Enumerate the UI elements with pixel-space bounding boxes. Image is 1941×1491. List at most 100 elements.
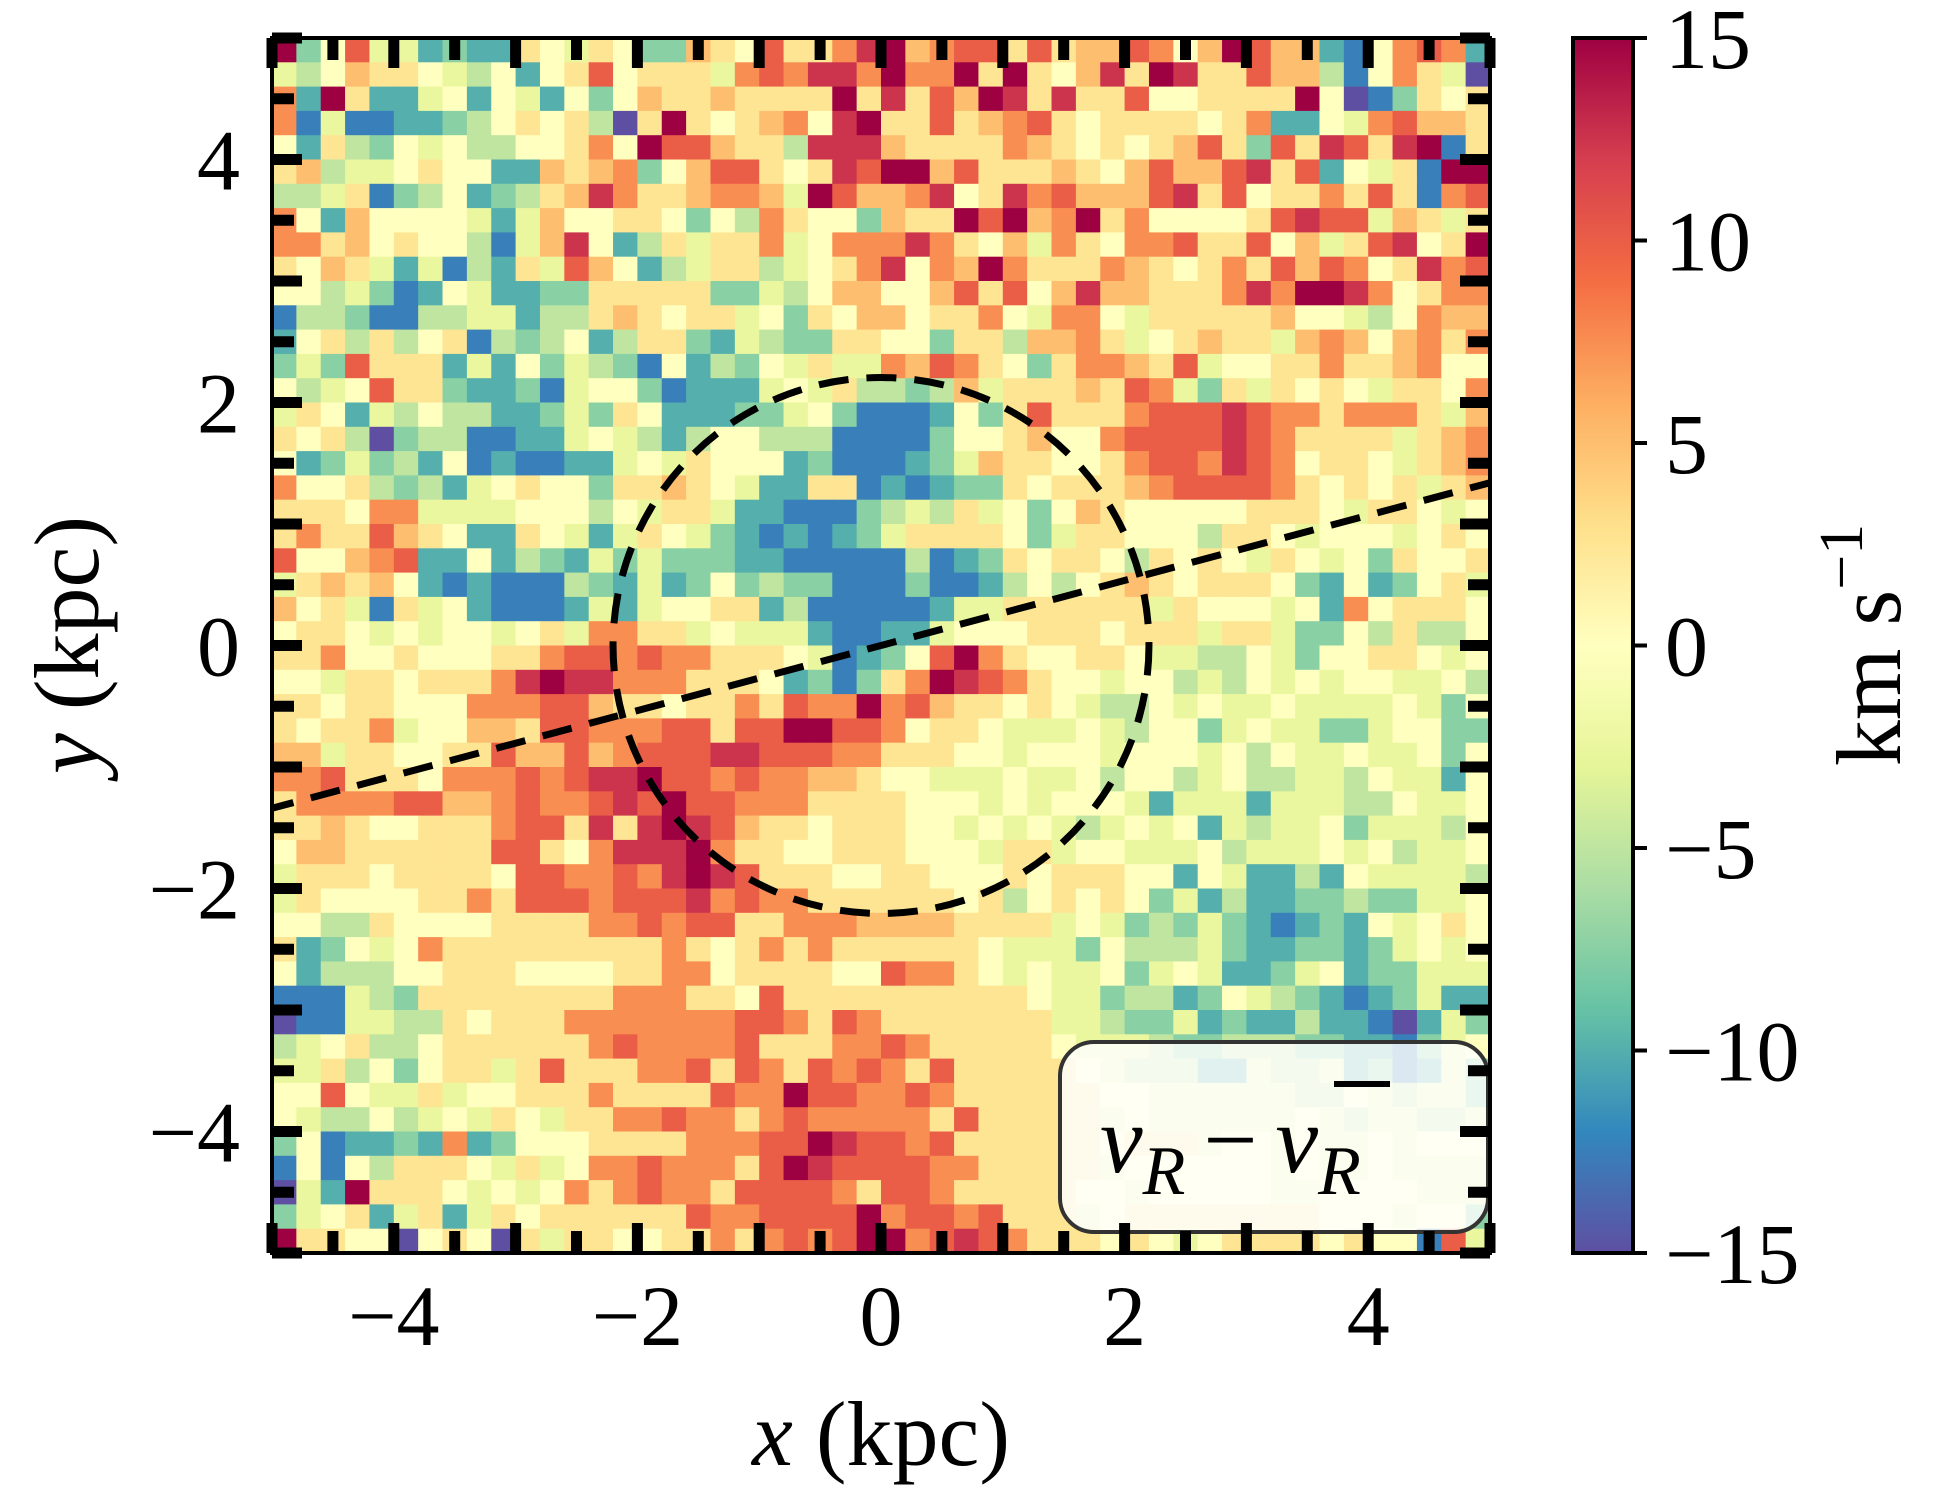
heatmap-cell [418, 353, 444, 379]
heatmap-cell [759, 548, 785, 574]
heatmap-cell [418, 1180, 444, 1205]
heatmap-cell [442, 110, 468, 136]
heatmap-cell [1197, 742, 1223, 768]
heatmap-cell [905, 1107, 931, 1133]
heatmap-cell [442, 985, 468, 1011]
heatmap-cell [807, 475, 833, 501]
heatmap-cell [881, 499, 906, 525]
heatmap-cell [929, 1082, 955, 1108]
heatmap-cell [1270, 815, 1296, 841]
heatmap-cell [1295, 499, 1321, 525]
heatmap-cell [1222, 669, 1247, 695]
heatmap-cell [734, 888, 760, 914]
heatmap-cell [1295, 1010, 1321, 1035]
heatmap-cell [466, 378, 492, 404]
heatmap-cell [832, 1058, 858, 1084]
heatmap-cell [539, 1180, 565, 1205]
heatmap-cell [1392, 426, 1418, 452]
heatmap-cell [393, 1010, 419, 1035]
heatmap-cell [1416, 888, 1442, 914]
heatmap-cell [1392, 621, 1418, 647]
heatmap-cell [783, 767, 809, 792]
heatmap-cell [613, 135, 638, 161]
heatmap-cell [1319, 912, 1345, 938]
heatmap-cell [1319, 596, 1345, 622]
heatmap-cell [491, 718, 517, 744]
heatmap-cell [832, 135, 858, 161]
heatmap-cell [1027, 1107, 1053, 1133]
heatmap-cell [345, 572, 371, 598]
heatmap-cell [881, 669, 906, 695]
heatmap-cell [856, 548, 882, 574]
heatmap-cell [564, 378, 590, 404]
heatmap-cell [661, 208, 687, 233]
heatmap-cell [588, 110, 614, 136]
heatmap-cell [613, 329, 638, 355]
heatmap-cell [1002, 912, 1028, 938]
heatmap-cell [588, 1204, 614, 1230]
heatmap-cell [710, 329, 736, 355]
heatmap-cell [1270, 985, 1296, 1011]
heatmap-cell [442, 62, 468, 88]
heatmap-cell [856, 329, 882, 355]
heatmap-cell [1441, 548, 1467, 574]
heatmap-cell [1416, 669, 1442, 695]
heatmap-cell [1465, 912, 1490, 938]
heatmap-cell [929, 499, 955, 525]
heatmap-cell [393, 1058, 419, 1084]
heatmap-cell [954, 718, 980, 744]
heatmap-cell [1173, 256, 1199, 282]
heatmap-cell [515, 912, 541, 938]
heatmap-cell [686, 985, 712, 1011]
heatmap-cell [710, 1131, 736, 1157]
heatmap-cell [881, 110, 906, 136]
heatmap-cell [1075, 183, 1101, 209]
heatmap-cell [1343, 232, 1369, 258]
heatmap-cell [905, 839, 931, 865]
heatmap-cell [856, 183, 882, 209]
heatmap-cell [1270, 232, 1296, 258]
heatmap-cell [564, 281, 590, 306]
heatmap-cell [978, 499, 1004, 525]
heatmap-cell [1148, 499, 1174, 525]
heatmap-cell [978, 1010, 1004, 1035]
heatmap-cell [1416, 86, 1442, 112]
heatmap-cell [1222, 232, 1247, 258]
heatmap-cell [1075, 378, 1101, 404]
heatmap-cell [686, 767, 712, 792]
heatmap-cell [442, 1204, 468, 1230]
heatmap-cell [1246, 208, 1272, 233]
heatmap-cell [905, 767, 931, 792]
bar-radius-circle [609, 374, 1153, 917]
heatmap-cell [1027, 548, 1053, 574]
heatmap-cell [515, 596, 541, 622]
heatmap-cell [783, 353, 809, 379]
heatmap-cell [1124, 475, 1150, 501]
heatmap-cell [661, 1010, 687, 1035]
heatmap-cell [1002, 985, 1028, 1011]
heatmap-cell [1075, 86, 1101, 112]
heatmap-cell [588, 937, 614, 962]
heatmap-cell [1148, 742, 1174, 768]
heatmap-cell [466, 1082, 492, 1108]
heatmap-cell [686, 1155, 712, 1181]
heatmap-cell [1173, 596, 1199, 622]
heatmap-cell [1392, 305, 1418, 331]
heatmap-cell [1197, 402, 1223, 428]
heatmap-cell [710, 208, 736, 233]
heatmap-cell [832, 281, 858, 306]
heatmap-cell [1343, 159, 1369, 185]
heatmap-cell [1295, 694, 1321, 719]
heatmap-cell [393, 1155, 419, 1181]
heatmap-cell [1343, 694, 1369, 719]
heatmap-cell [1173, 86, 1199, 112]
heatmap-cell [637, 426, 663, 452]
heatmap-cell [1148, 232, 1174, 258]
heatmap-cell [661, 1155, 687, 1181]
inset-label: vR − vR [1100, 1086, 1361, 1210]
heatmap-cell [613, 888, 638, 914]
heatmap-cell [1075, 305, 1101, 331]
heatmap-cell [1124, 232, 1150, 258]
heatmap-cell [929, 329, 955, 355]
heatmap-cell [1343, 256, 1369, 282]
